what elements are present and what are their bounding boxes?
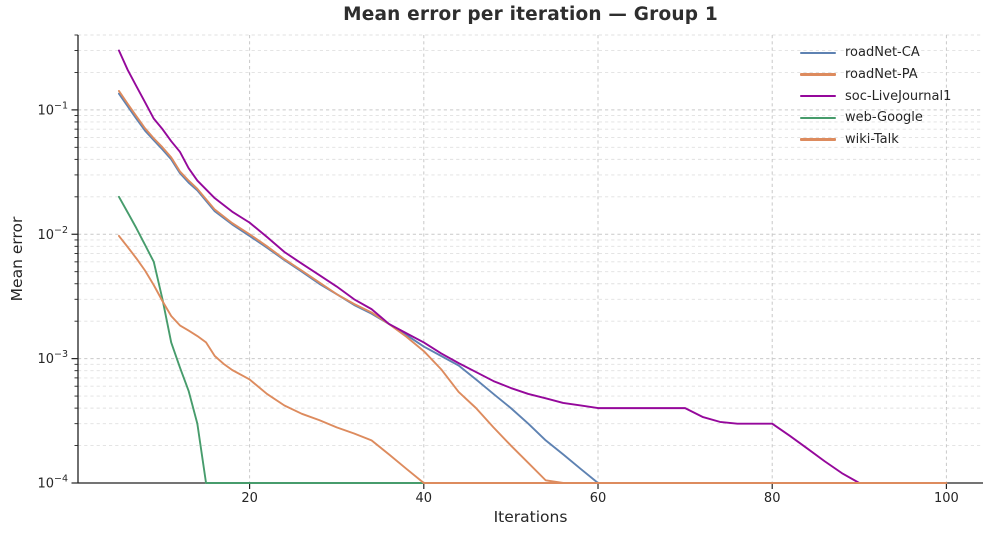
svg-text:40: 40: [416, 491, 433, 506]
svg-text:10−2: 10−2: [37, 225, 68, 243]
legend-swatch-web-google: [800, 116, 836, 120]
tick-labels: 20 40 60 80 100 10−1 10−2 10−3 10−4: [37, 100, 958, 506]
legend-swatch-roadnet-pa: [800, 73, 836, 76]
legend-item: web-Google: [800, 107, 951, 129]
legend-label: soc-LiveJournal1: [845, 88, 952, 104]
legend-label: roadNet-CA: [845, 45, 920, 61]
chart-title: Mean error per iteration — Group 1: [343, 4, 718, 25]
legend-swatch-wiki-talk: [800, 138, 836, 141]
svg-text:100: 100: [934, 491, 959, 506]
svg-text:80: 80: [764, 491, 781, 506]
svg-text:10−1: 10−1: [37, 100, 68, 118]
y-axis-label: Mean error: [8, 216, 26, 302]
svg-text:60: 60: [590, 491, 607, 506]
legend-label: roadNet-PA: [845, 67, 918, 83]
minor-gridlines: [78, 34, 983, 447]
series-line-soc-LiveJournal1: [117, 49, 948, 484]
legend-swatch-roadnet-ca: [800, 51, 836, 54]
legend-swatch-soc-livejournal1: [800, 95, 836, 98]
legend-label: web-Google: [845, 110, 923, 126]
series-line-wiki-Talk: [117, 234, 948, 484]
series-lines: [117, 49, 948, 484]
legend: roadNet-CA roadNet-PA soc-LiveJournal1 w…: [800, 42, 951, 150]
legend-item: roadNet-CA: [800, 42, 951, 64]
legend-item: roadNet-PA: [800, 64, 951, 86]
legend-item: wiki-Talk: [800, 129, 951, 151]
svg-text:10−4: 10−4: [37, 474, 68, 492]
legend-item: soc-LiveJournal1: [800, 85, 951, 107]
svg-text:20: 20: [241, 491, 258, 506]
legend-label: wiki-Talk: [845, 132, 899, 148]
series-line-roadNet-CA: [117, 92, 948, 484]
svg-text:10−3: 10−3: [37, 349, 68, 367]
x-axis-label: Iterations: [493, 508, 568, 526]
